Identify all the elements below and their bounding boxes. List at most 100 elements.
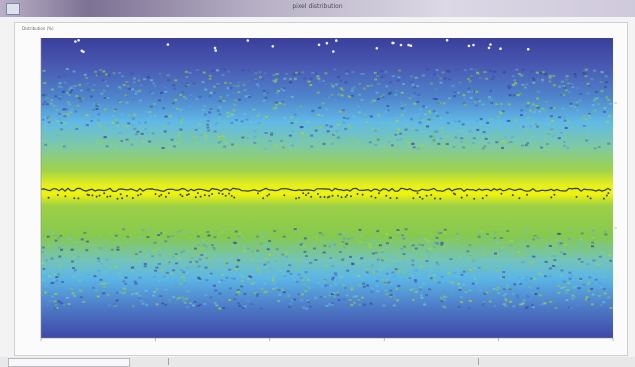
noise-pixel xyxy=(437,142,441,145)
noise-pixel xyxy=(264,132,268,134)
noise-pixel xyxy=(228,230,232,233)
noise-pixel xyxy=(301,71,305,74)
noise-pixel xyxy=(429,82,433,85)
noise-pixel xyxy=(209,272,213,275)
noise-pixel xyxy=(72,275,76,278)
noise-pixel xyxy=(240,120,244,123)
noise-pixel xyxy=(436,74,440,77)
noise-pixel xyxy=(131,88,135,91)
noise-pixel xyxy=(421,74,425,77)
noise-pixel xyxy=(94,289,98,292)
noise-pixel xyxy=(290,263,293,266)
noise-pixel xyxy=(419,237,423,240)
noise-pixel xyxy=(321,102,325,105)
noise-pixel xyxy=(262,90,266,92)
noise-pixel xyxy=(130,270,134,273)
noise-pixel xyxy=(93,275,97,278)
noise-pixel xyxy=(482,131,486,134)
noise-pixel xyxy=(86,88,90,91)
noise-pixel xyxy=(358,284,362,287)
noise-pixel xyxy=(78,273,82,276)
noise-pixel xyxy=(236,288,240,291)
noise-pixel xyxy=(130,143,134,146)
noise-pixel xyxy=(311,72,315,74)
noise-pixel xyxy=(349,126,353,129)
noise-pixel xyxy=(552,107,556,110)
trace-point xyxy=(473,197,476,200)
outlier-point xyxy=(74,40,77,43)
noise-pixel xyxy=(499,229,503,232)
noise-pixel xyxy=(441,131,444,134)
noise-pixel xyxy=(85,114,89,117)
noise-pixel xyxy=(277,300,281,303)
noise-pixel xyxy=(439,292,442,295)
noise-pixel xyxy=(44,143,48,146)
noise-pixel xyxy=(310,145,314,148)
density-plot[interactable] xyxy=(15,23,627,355)
noise-pixel xyxy=(293,228,297,231)
noise-pixel xyxy=(131,305,135,308)
noise-pixel xyxy=(553,259,557,262)
noise-pixel xyxy=(375,261,379,264)
window-app-icon[interactable] xyxy=(6,3,20,15)
noise-pixel xyxy=(105,258,109,261)
noise-pixel xyxy=(194,260,198,263)
noise-pixel xyxy=(428,111,432,114)
noise-pixel xyxy=(507,119,511,122)
noise-pixel xyxy=(91,286,95,289)
noise-pixel xyxy=(150,92,154,95)
noise-pixel xyxy=(131,117,135,120)
noise-pixel xyxy=(234,99,238,102)
noise-pixel xyxy=(185,272,189,275)
trace-point xyxy=(98,194,101,197)
noise-pixel xyxy=(338,233,342,236)
window-titlebar[interactable]: pixel distribution xyxy=(0,0,635,17)
noise-pixel xyxy=(354,257,358,260)
noise-pixel xyxy=(285,72,289,75)
noise-pixel xyxy=(251,258,255,261)
noise-pixel xyxy=(213,236,217,239)
noise-pixel xyxy=(185,85,189,87)
noise-pixel xyxy=(389,282,393,285)
noise-pixel xyxy=(83,266,87,269)
noise-pixel xyxy=(384,110,388,113)
noise-pixel xyxy=(330,85,334,88)
noise-pixel xyxy=(76,110,80,113)
noise-pixel xyxy=(153,114,157,117)
noise-pixel xyxy=(588,276,592,279)
noise-pixel xyxy=(346,117,350,120)
noise-pixel xyxy=(396,231,400,234)
noise-pixel xyxy=(469,253,473,256)
noise-pixel xyxy=(590,287,594,290)
noise-pixel xyxy=(218,106,222,109)
noise-pixel xyxy=(409,288,413,291)
noise-pixel xyxy=(50,88,54,91)
noise-pixel xyxy=(96,122,100,125)
noise-pixel xyxy=(127,87,131,90)
noise-pixel xyxy=(216,82,220,85)
noise-pixel xyxy=(501,143,505,146)
noise-pixel xyxy=(96,142,99,145)
noise-pixel xyxy=(308,287,311,290)
noise-pixel xyxy=(263,282,267,285)
noise-pixel xyxy=(208,74,212,77)
noise-pixel xyxy=(120,276,124,279)
noise-pixel xyxy=(59,128,63,131)
noise-pixel xyxy=(567,237,571,240)
noise-pixel xyxy=(170,272,174,275)
noise-pixel xyxy=(41,147,45,150)
noise-pixel xyxy=(603,230,607,233)
noise-pixel xyxy=(186,248,190,251)
noise-pixel xyxy=(393,260,397,263)
noise-pixel xyxy=(501,246,505,249)
noise-pixel xyxy=(69,89,73,92)
noise-pixel xyxy=(599,261,603,264)
noise-pixel xyxy=(331,242,335,245)
noise-pixel xyxy=(336,143,340,146)
noise-pixel xyxy=(325,304,329,307)
noise-pixel xyxy=(474,68,478,71)
noise-pixel xyxy=(62,303,66,306)
noise-pixel xyxy=(90,115,94,118)
noise-pixel xyxy=(306,299,310,302)
noise-pixel xyxy=(515,125,519,128)
